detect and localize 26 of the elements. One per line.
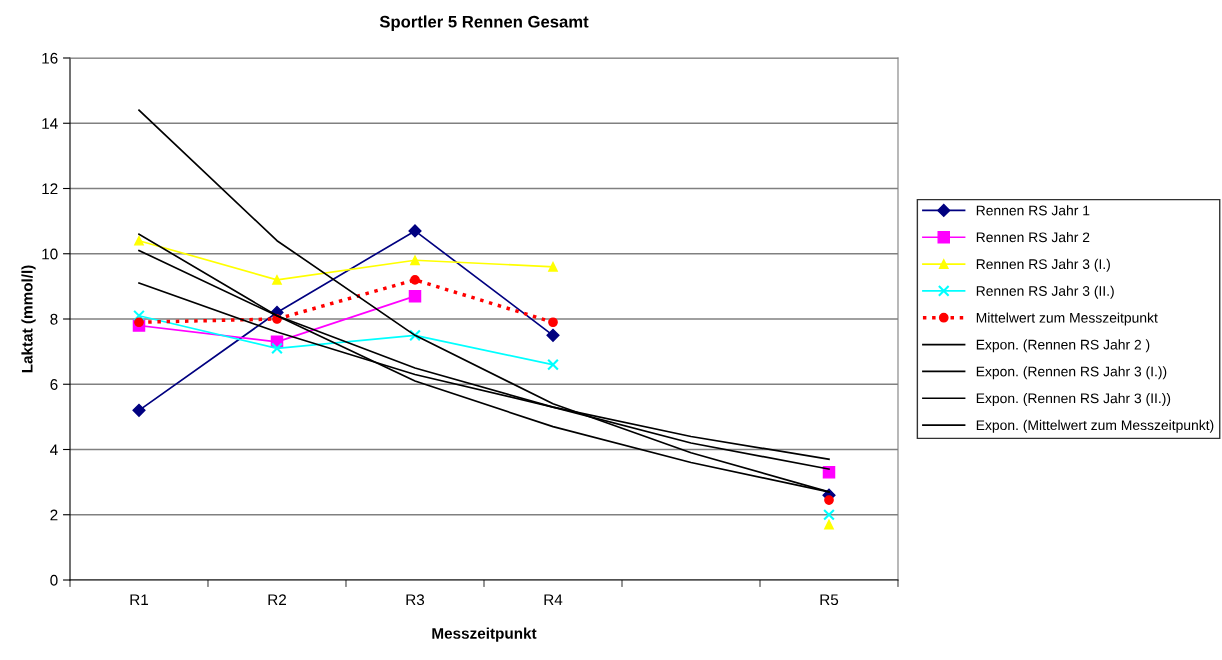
legend-label: Rennen RS Jahr 1 bbox=[976, 205, 1090, 216]
y-axis-title: Laktat (mmol/l) bbox=[21, 265, 36, 373]
y-tick-label: 8 bbox=[50, 313, 58, 325]
x-tick-label: R4 bbox=[544, 594, 563, 605]
y-tick-label: 6 bbox=[50, 379, 58, 390]
y-tick-label: 0 bbox=[50, 574, 58, 586]
y-tick-label: 16 bbox=[42, 52, 58, 64]
x-tick-label: R2 bbox=[268, 594, 286, 605]
legend-label: Mittelwert zum Messzeitpunkt bbox=[976, 312, 1158, 326]
y-tick-label: 10 bbox=[42, 248, 58, 260]
y-tick-label: 4 bbox=[50, 444, 58, 456]
x-tick-label: R3 bbox=[406, 594, 425, 606]
chart-title: Sportler 5 Rennen Gesamt bbox=[379, 15, 589, 31]
legend-label: Expon. (Mittelwert zum Messzeitpunkt) bbox=[976, 419, 1214, 433]
legend-label: Rennen RS Jahr 3 (II.) bbox=[976, 285, 1114, 299]
x-axis-title: Messzeitpunkt bbox=[432, 627, 537, 642]
legend-label: Rennen RS Jahr 2 bbox=[976, 232, 1090, 243]
y-tick-label: 14 bbox=[42, 118, 58, 129]
x-tick-label: R1 bbox=[130, 594, 149, 605]
y-tick-label: 12 bbox=[42, 183, 58, 195]
legend-label: Rennen RS Jahr 3 (I.) bbox=[976, 258, 1110, 272]
y-tick-label: 2 bbox=[50, 509, 58, 521]
legend-label: Expon. (Rennen RS Jahr 2 ) bbox=[976, 339, 1150, 353]
x-tick-label: R5 bbox=[820, 594, 839, 606]
legend-label: Expon. (Rennen RS Jahr 3 (I.)) bbox=[976, 366, 1167, 380]
legend-label: Expon. (Rennen RS Jahr 3 (II.)) bbox=[976, 393, 1171, 406]
